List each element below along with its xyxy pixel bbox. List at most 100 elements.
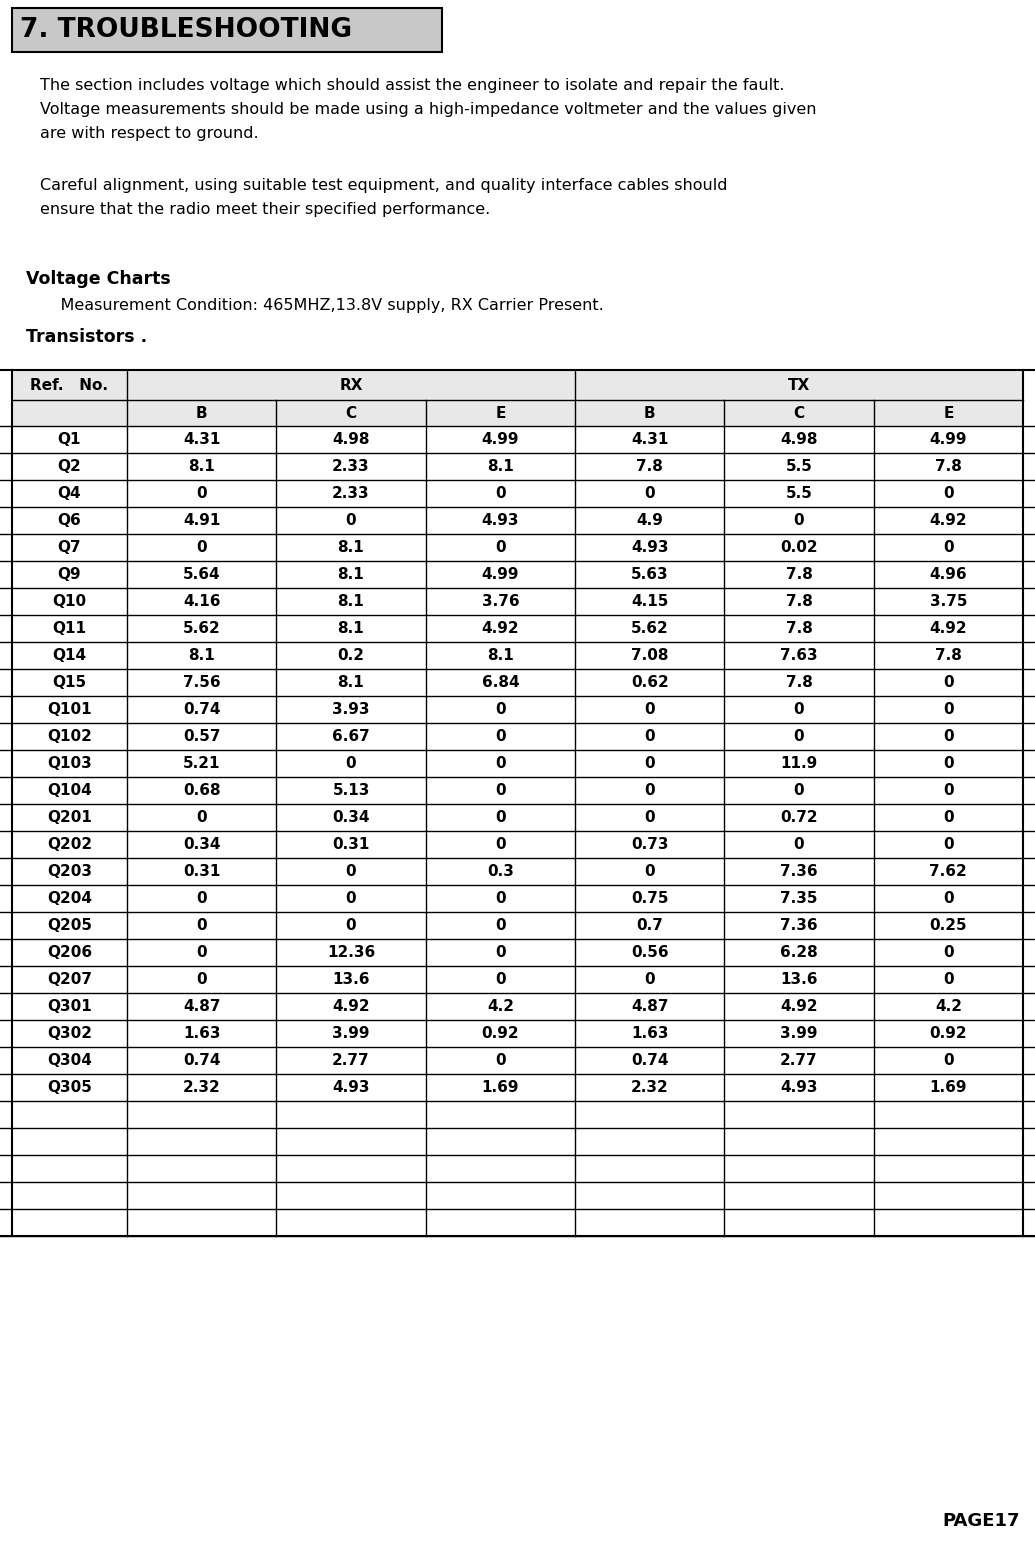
- Text: Q15: Q15: [53, 675, 87, 690]
- Text: 0.73: 0.73: [631, 837, 669, 851]
- Text: 0: 0: [346, 755, 356, 771]
- Text: 0: 0: [943, 675, 953, 690]
- Text: 4.87: 4.87: [631, 998, 669, 1014]
- Text: 4.98: 4.98: [780, 432, 818, 447]
- Text: Q6: Q6: [58, 512, 82, 528]
- Text: 3.93: 3.93: [332, 701, 369, 717]
- Text: 0.34: 0.34: [332, 810, 369, 825]
- Text: TX: TX: [788, 378, 810, 393]
- Text: 0: 0: [197, 892, 207, 906]
- Text: 5.62: 5.62: [183, 621, 220, 636]
- Text: B: B: [196, 406, 207, 421]
- Text: 0: 0: [794, 512, 804, 528]
- Text: Q11: Q11: [53, 621, 87, 636]
- Text: 0: 0: [495, 540, 506, 556]
- Text: 0: 0: [943, 486, 953, 502]
- Text: 5.63: 5.63: [631, 567, 669, 582]
- Text: 3.76: 3.76: [481, 594, 520, 608]
- Text: 5.13: 5.13: [332, 783, 369, 799]
- Bar: [12, 399, 1023, 426]
- Text: 5.64: 5.64: [183, 567, 220, 582]
- Text: Q204: Q204: [47, 892, 92, 906]
- Text: 0: 0: [794, 837, 804, 851]
- Text: 1.63: 1.63: [183, 1026, 220, 1040]
- Text: 5.21: 5.21: [183, 755, 220, 771]
- Text: 0.02: 0.02: [780, 540, 818, 556]
- Text: 4.9: 4.9: [637, 512, 663, 528]
- Text: 0: 0: [794, 701, 804, 717]
- Text: 6.67: 6.67: [332, 729, 369, 745]
- Text: 4.87: 4.87: [183, 998, 220, 1014]
- Text: Q7: Q7: [58, 540, 82, 556]
- Text: 4.92: 4.92: [780, 998, 818, 1014]
- Text: 6.84: 6.84: [481, 675, 520, 690]
- Text: 12.36: 12.36: [327, 944, 375, 960]
- Text: 2.32: 2.32: [183, 1081, 220, 1094]
- Text: 0.74: 0.74: [183, 701, 220, 717]
- Text: 7.8: 7.8: [786, 675, 812, 690]
- Text: 0: 0: [943, 540, 953, 556]
- Text: Q1: Q1: [58, 432, 82, 447]
- Text: 4.92: 4.92: [332, 998, 369, 1014]
- Text: 0.31: 0.31: [332, 837, 369, 851]
- Text: Q14: Q14: [53, 649, 87, 663]
- Text: 0: 0: [794, 729, 804, 745]
- Text: 4.31: 4.31: [183, 432, 220, 447]
- Text: 7.8: 7.8: [935, 649, 962, 663]
- Text: 0: 0: [197, 540, 207, 556]
- Text: 0.7: 0.7: [637, 918, 663, 933]
- Text: 0: 0: [346, 512, 356, 528]
- Text: 0.92: 0.92: [929, 1026, 967, 1040]
- Text: 0: 0: [943, 944, 953, 960]
- Text: 0: 0: [346, 864, 356, 879]
- Bar: [12, 8, 442, 53]
- Text: 1.63: 1.63: [631, 1026, 669, 1040]
- Text: 0: 0: [645, 701, 655, 717]
- Text: 4.93: 4.93: [481, 512, 520, 528]
- Text: Q4: Q4: [58, 486, 82, 502]
- Text: Q102: Q102: [47, 729, 92, 745]
- Text: 13.6: 13.6: [332, 972, 369, 988]
- Text: 0: 0: [794, 783, 804, 799]
- Text: 8.1: 8.1: [337, 567, 364, 582]
- Text: 5.5: 5.5: [786, 486, 812, 502]
- Text: 7.8: 7.8: [786, 621, 812, 636]
- Text: 8.1: 8.1: [337, 594, 364, 608]
- Text: 7.62: 7.62: [929, 864, 968, 879]
- Text: The section includes voltage which should assist the engineer to isolate and rep: The section includes voltage which shoul…: [40, 77, 785, 93]
- Text: 5.62: 5.62: [630, 621, 669, 636]
- Text: 8.1: 8.1: [337, 540, 364, 556]
- Text: 0: 0: [943, 701, 953, 717]
- Text: 4.93: 4.93: [332, 1081, 369, 1094]
- Text: 2.33: 2.33: [332, 460, 369, 474]
- Text: Q304: Q304: [47, 1053, 92, 1068]
- Text: 4.96: 4.96: [929, 567, 967, 582]
- Text: 0.72: 0.72: [780, 810, 818, 825]
- Text: C: C: [794, 406, 804, 421]
- Text: 0: 0: [943, 1053, 953, 1068]
- Text: 0: 0: [197, 918, 207, 933]
- Text: 1.69: 1.69: [481, 1081, 520, 1094]
- Text: 0: 0: [495, 1053, 506, 1068]
- Text: 0.92: 0.92: [481, 1026, 520, 1040]
- Text: 4.93: 4.93: [780, 1081, 818, 1094]
- Text: 0: 0: [346, 918, 356, 933]
- Text: 5.5: 5.5: [786, 460, 812, 474]
- Text: Careful alignment, using suitable test equipment, and quality interface cables s: Careful alignment, using suitable test e…: [40, 178, 728, 194]
- Text: 0: 0: [943, 837, 953, 851]
- Text: E: E: [495, 406, 505, 421]
- Text: 0: 0: [495, 701, 506, 717]
- Text: 0: 0: [495, 486, 506, 502]
- Text: 0: 0: [645, 486, 655, 502]
- Text: 13.6: 13.6: [780, 972, 818, 988]
- Text: 1.69: 1.69: [929, 1081, 967, 1094]
- Text: 11.9: 11.9: [780, 755, 818, 771]
- Text: Voltage measurements should be made using a high-impedance voltmeter and the val: Voltage measurements should be made usin…: [40, 102, 817, 118]
- Text: 4.92: 4.92: [481, 621, 520, 636]
- Text: ensure that the radio meet their specified performance.: ensure that the radio meet their specifi…: [40, 201, 491, 217]
- Text: 0: 0: [197, 810, 207, 825]
- Text: 0: 0: [346, 892, 356, 906]
- Text: PAGE17: PAGE17: [943, 1512, 1021, 1529]
- Text: 8.1: 8.1: [486, 649, 513, 663]
- Text: 7.63: 7.63: [780, 649, 818, 663]
